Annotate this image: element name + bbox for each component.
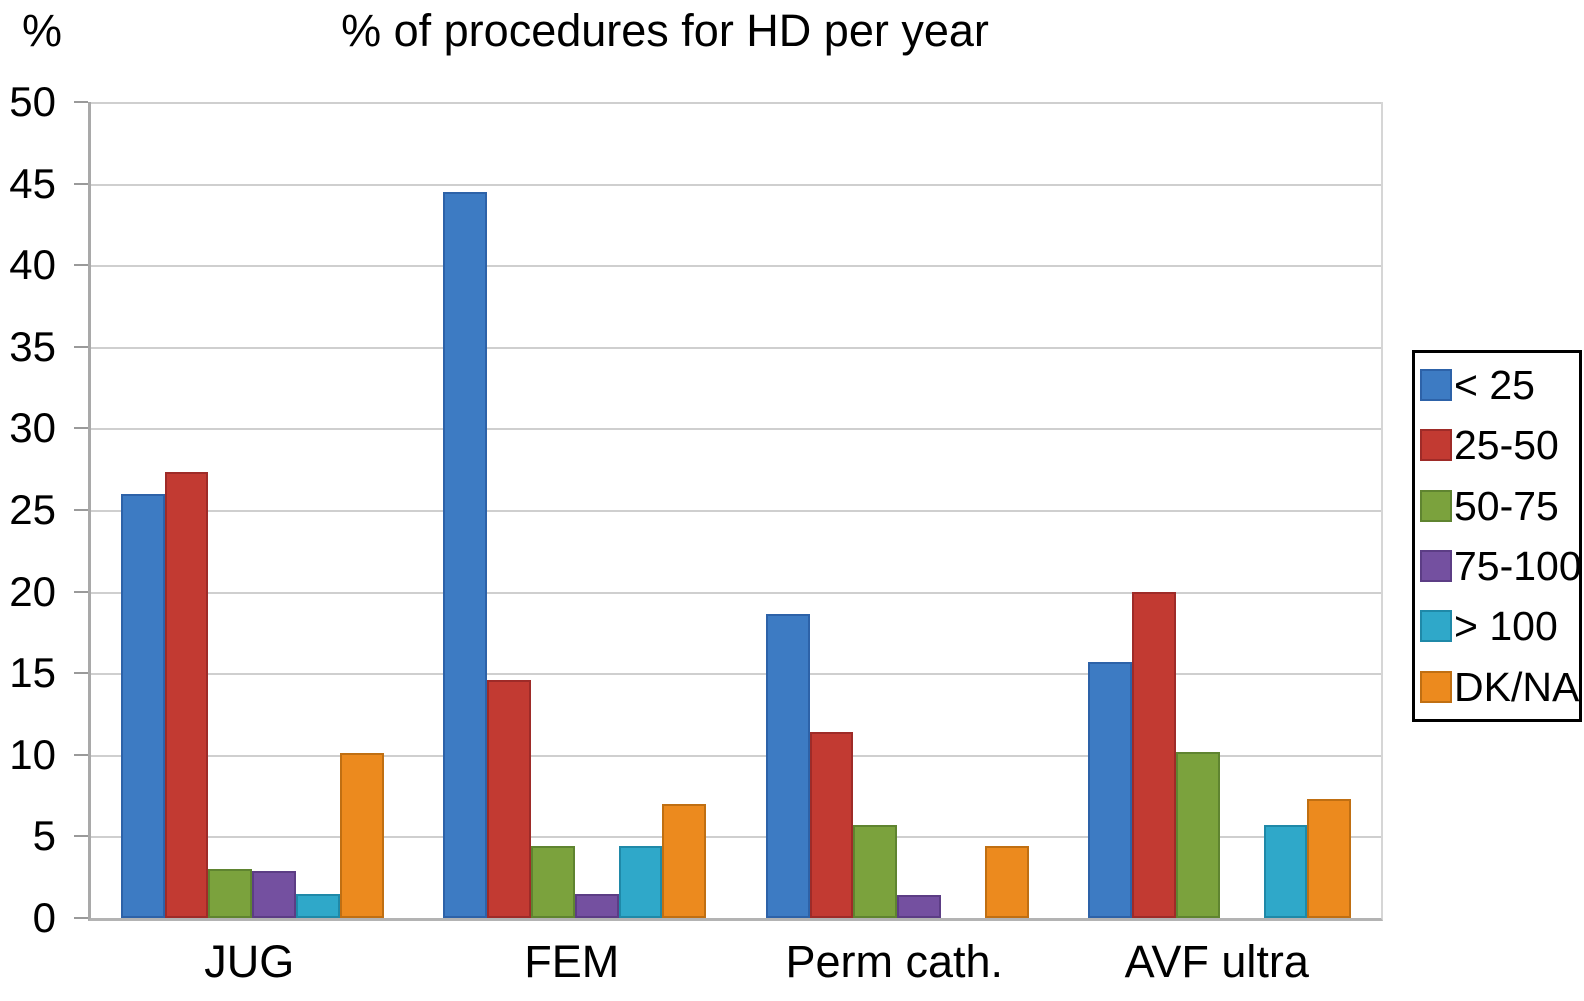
bar-perm-cath-dk-na	[984, 846, 1029, 918]
bar-jug-50-75	[208, 869, 253, 918]
y-tick-mark	[74, 427, 88, 430]
legend-label: > 100	[1454, 603, 1558, 650]
y-tick-mark	[74, 345, 88, 348]
bar-jug-lt-25	[120, 493, 165, 918]
bar-fem-dk-na	[662, 803, 707, 918]
legend-item-lt-25: < 25	[1420, 356, 1579, 414]
gridline	[91, 102, 1381, 104]
bar-jug-25-50	[164, 472, 209, 918]
gridline	[91, 346, 1381, 349]
bar-fem-75-100	[574, 893, 619, 918]
y-tick-label: 45	[9, 159, 56, 207]
y-axis-unit-label: %	[22, 5, 63, 56]
legend-item-75-100: 75-100	[1420, 537, 1582, 595]
bar-perm-cath-75-100	[897, 895, 942, 918]
bar-fem-25-50	[487, 679, 531, 918]
legend-swatch-dk-na	[1420, 670, 1452, 703]
gridline	[91, 510, 1381, 512]
x-category-label-avf-ultra: AVF ultra	[1124, 936, 1309, 987]
y-tick-label: 30	[9, 404, 56, 452]
x-category-label-jug: JUG	[204, 936, 295, 987]
legend-swatch-lt-25	[1420, 369, 1452, 402]
y-tick-mark	[74, 101, 88, 103]
legend-item-gt-100: > 100	[1420, 597, 1579, 655]
y-tick-label: 15	[9, 649, 56, 697]
bar-perm-cath-25-50	[809, 731, 854, 918]
legend-item-dk-na: DK/NA	[1420, 658, 1579, 716]
y-tick-mark	[74, 753, 88, 756]
gridline	[91, 428, 1381, 431]
y-tick-label: 5	[32, 812, 56, 860]
legend-label: 50-75	[1454, 482, 1559, 529]
x-category-label-fem: FEM	[524, 936, 620, 987]
gridline	[91, 836, 1381, 839]
y-tick-mark	[74, 672, 88, 675]
legend-label: 25-50	[1454, 422, 1559, 469]
y-tick-label: 50	[9, 78, 56, 125]
y-tick-mark	[74, 264, 88, 267]
chart-title: % of procedures for HD per year	[341, 5, 989, 56]
bar-jug-75-100	[252, 870, 297, 918]
x-category-label-perm-cath: Perm cath.	[785, 936, 1004, 987]
legend-swatch-75-100	[1420, 550, 1452, 583]
bar-avf-ultra-25-50	[1132, 591, 1176, 918]
legend-item-25-50: 25-50	[1420, 416, 1579, 474]
y-tick-label: 25	[9, 486, 56, 533]
y-tick-label: 10	[9, 730, 56, 778]
y-tick-mark	[74, 182, 88, 185]
gridline	[91, 754, 1381, 757]
legend-swatch-25-50	[1420, 429, 1452, 462]
bar-jug-dk-na	[339, 753, 384, 918]
bar-avf-ultra-lt-25	[1088, 661, 1133, 918]
legend-swatch-gt-100	[1420, 610, 1452, 643]
y-tick-label: 0	[32, 894, 56, 941]
legend-label: < 25	[1454, 362, 1535, 409]
legend: < 25 25-50 50-75 75-100 > 100 DK/NA	[1412, 350, 1582, 722]
y-tick-label: 35	[9, 322, 56, 370]
bar-fem-gt-100	[618, 846, 663, 918]
bar-jug-gt-100	[296, 893, 340, 918]
bar-perm-cath-50-75	[853, 824, 898, 918]
gridline	[91, 183, 1381, 186]
y-tick-mark	[74, 509, 88, 511]
plot-area	[88, 102, 1383, 921]
y-tick-mark	[74, 835, 88, 838]
legend-label: 75-100	[1454, 543, 1582, 590]
y-tick-label: 20	[9, 567, 56, 615]
gridline	[91, 673, 1381, 676]
y-tick-mark	[74, 590, 88, 593]
y-tick-label: 40	[9, 241, 56, 289]
bar-avf-ultra-50-75	[1175, 751, 1220, 918]
legend-label: DK/NA	[1454, 663, 1580, 710]
legend-swatch-50-75	[1420, 489, 1452, 522]
bar-avf-ultra-dk-na	[1307, 798, 1352, 918]
gridline	[91, 591, 1381, 594]
bar-fem-50-75	[530, 846, 575, 918]
legend-item-50-75: 50-75	[1420, 477, 1579, 535]
bar-perm-cath-lt-25	[765, 614, 810, 918]
gridline	[91, 265, 1381, 268]
y-tick-mark	[74, 917, 88, 919]
bar-fem-lt-25	[443, 191, 488, 918]
bar-avf-ultra-gt-100	[1263, 824, 1308, 918]
